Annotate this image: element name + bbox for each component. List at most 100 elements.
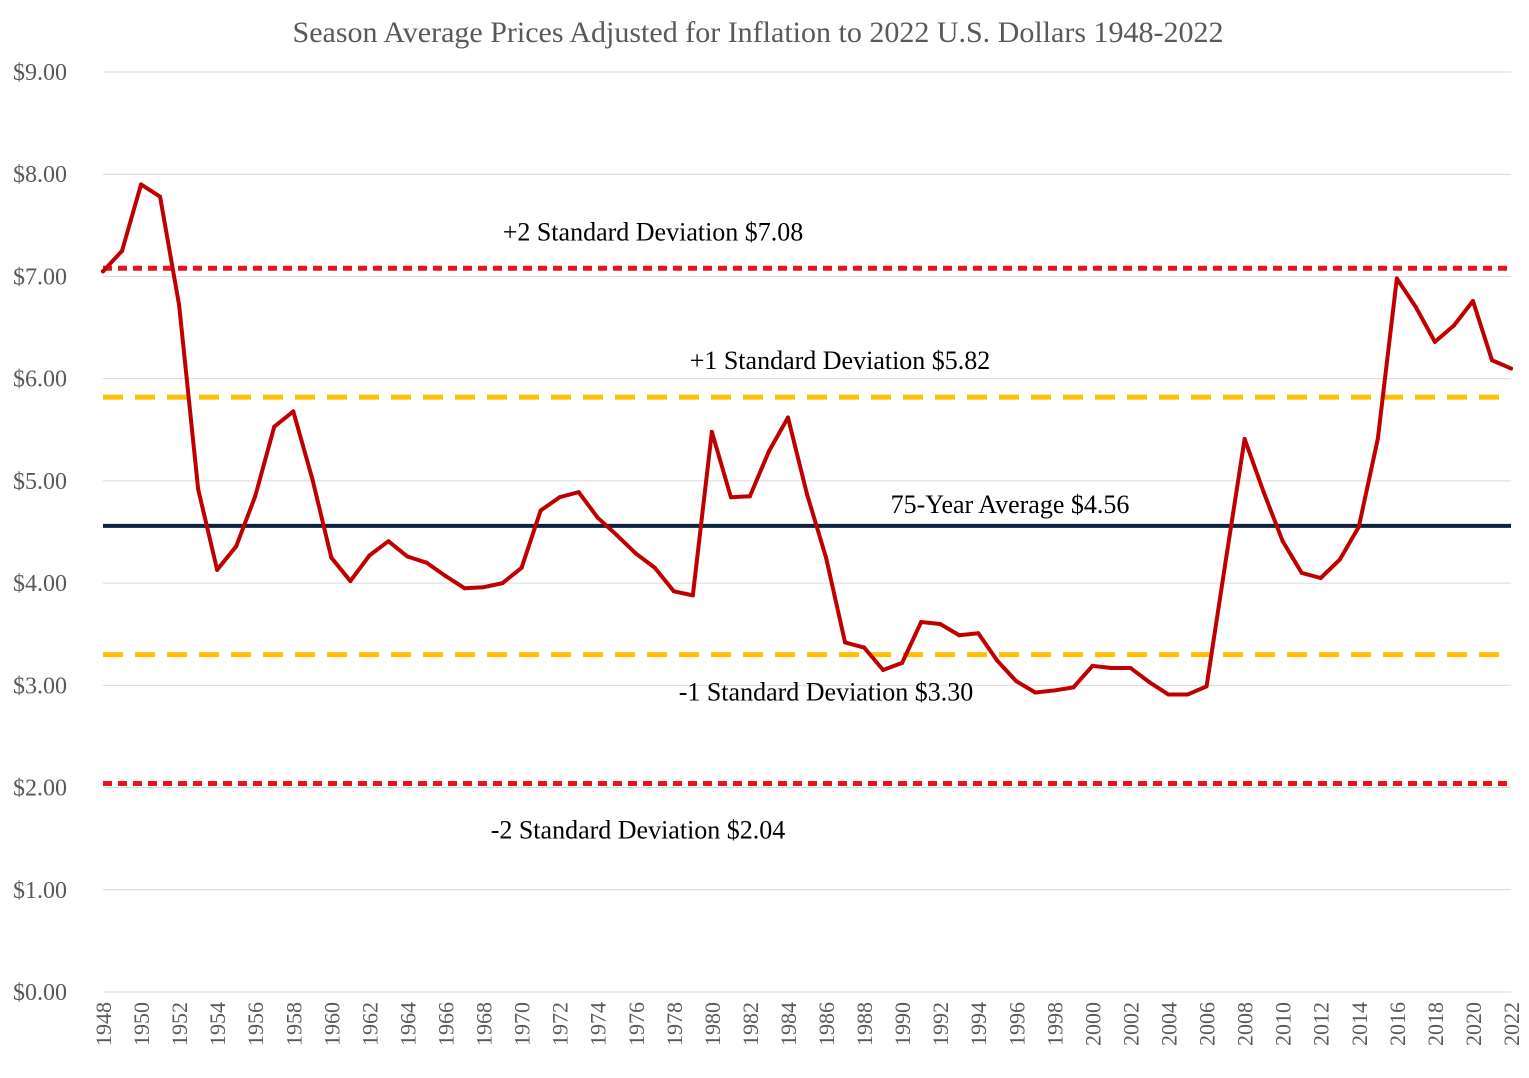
x-tick-label: 1984 <box>776 1002 801 1046</box>
data-point <box>462 586 467 591</box>
data-point <box>234 544 239 549</box>
data-point <box>405 554 410 559</box>
data-point <box>1261 490 1266 495</box>
data-point <box>1014 679 1019 684</box>
x-tick-label: 1958 <box>281 1002 306 1046</box>
y-tick-label: $5.00 <box>13 469 67 495</box>
data-point <box>177 303 182 308</box>
price-series-line <box>101 182 1513 697</box>
x-tick-label: 2004 <box>1157 1002 1182 1046</box>
x-tick-label: 1968 <box>472 1002 497 1046</box>
x-tick-label: 1972 <box>548 1002 573 1046</box>
data-point <box>329 555 334 560</box>
data-point <box>862 645 867 650</box>
reference-label: +1 Standard Deviation $5.82 <box>690 346 991 375</box>
x-tick-label: 2018 <box>1423 1002 1448 1046</box>
data-point <box>196 487 201 492</box>
x-tick-label: 1956 <box>243 1002 268 1046</box>
chart-title: Season Average Prices Adjusted for Infla… <box>293 16 1224 49</box>
data-point <box>805 492 809 497</box>
data-point <box>1413 305 1418 310</box>
y-tick-label: $2.00 <box>13 776 67 802</box>
x-tick-label: 1976 <box>624 1002 649 1046</box>
y-tick-label: $7.00 <box>13 264 67 290</box>
data-point <box>1509 366 1513 371</box>
x-tick-label: 2014 <box>1347 1002 1372 1046</box>
reference-label: +2 Standard Deviation $7.08 <box>503 217 804 246</box>
data-point <box>538 508 543 513</box>
data-point <box>120 248 125 253</box>
data-point <box>557 495 562 500</box>
data-point <box>1166 692 1171 697</box>
x-tick-label: 1950 <box>129 1002 154 1046</box>
x-axis-ticks: 1948 1950 1952 1954 1956 1958 1960 1962 1964 1966… <box>91 1002 1524 1046</box>
data-point <box>424 560 429 565</box>
reference-label: -1 Standard Deviation $3.30 <box>679 678 974 707</box>
y-tick-label: $0.00 <box>13 980 67 1006</box>
x-tick-label: 2016 <box>1385 1002 1410 1046</box>
data-point <box>633 551 638 556</box>
x-tick-label: 1974 <box>586 1002 611 1046</box>
y-tick-label: $4.00 <box>13 571 67 597</box>
x-tick-label: 1986 <box>814 1002 839 1046</box>
data-point <box>690 593 695 598</box>
data-point <box>881 668 886 672</box>
data-point <box>614 533 619 538</box>
x-tick-label: 1952 <box>167 1002 192 1046</box>
x-tick-label: 1982 <box>738 1002 763 1046</box>
reference-label: -2 Standard Deviation $2.04 <box>491 815 786 844</box>
data-point <box>443 573 448 578</box>
data-point <box>843 640 848 645</box>
data-point <box>709 429 714 434</box>
reference-labels: +2 Standard Deviation $7.08 +1 Standard D… <box>491 217 1130 844</box>
data-point <box>652 565 657 570</box>
data-point <box>1185 692 1190 697</box>
data-point <box>576 490 581 495</box>
x-tick-label: 1992 <box>928 1002 953 1046</box>
x-tick-label: 1964 <box>395 1002 420 1046</box>
data-point <box>824 555 829 560</box>
data-point <box>595 515 600 520</box>
data-point <box>938 622 943 626</box>
gridlines <box>103 71 1511 993</box>
y-axis-ticks: $0.00 $1.00 $2.00 $3.00 $4.00 $5.00 $6.00 $7.00… <box>13 60 67 1006</box>
data-point <box>139 182 144 187</box>
data-point <box>671 589 676 594</box>
data-point <box>1128 665 1133 670</box>
data-point <box>900 660 905 665</box>
data-point <box>291 409 296 414</box>
data-point <box>766 449 771 454</box>
data-point <box>785 415 790 420</box>
data-point <box>386 539 391 544</box>
data-point <box>1223 559 1228 564</box>
data-point <box>1375 436 1380 441</box>
x-tick-label: 2022 <box>1499 1002 1524 1046</box>
x-tick-label: 2012 <box>1309 1002 1334 1046</box>
x-tick-label: 2006 <box>1195 1002 1220 1046</box>
data-point <box>215 567 220 572</box>
data-point <box>1489 358 1494 363</box>
data-point <box>272 424 277 429</box>
x-tick-label: 2010 <box>1271 1002 1296 1046</box>
x-tick-label: 1966 <box>433 1002 458 1046</box>
data-point <box>1470 298 1475 303</box>
data-point <box>1280 539 1285 544</box>
data-point <box>747 494 752 499</box>
series-layer <box>101 182 1513 697</box>
x-tick-label: 1970 <box>510 1002 535 1046</box>
data-point <box>1147 680 1152 685</box>
reference-label: 75-Year Average $4.56 <box>891 490 1130 519</box>
data-point <box>481 585 486 590</box>
y-tick-label: $6.00 <box>13 367 67 393</box>
data-point <box>1356 524 1361 529</box>
data-point <box>1299 570 1304 575</box>
data-point <box>1204 684 1209 689</box>
y-tick-label: $3.00 <box>13 673 67 699</box>
y-tick-label: $8.00 <box>13 162 67 188</box>
data-point <box>1033 690 1038 695</box>
data-point <box>310 476 315 481</box>
x-tick-label: 1998 <box>1042 1002 1067 1046</box>
data-point <box>995 658 1000 663</box>
data-point <box>158 194 163 199</box>
